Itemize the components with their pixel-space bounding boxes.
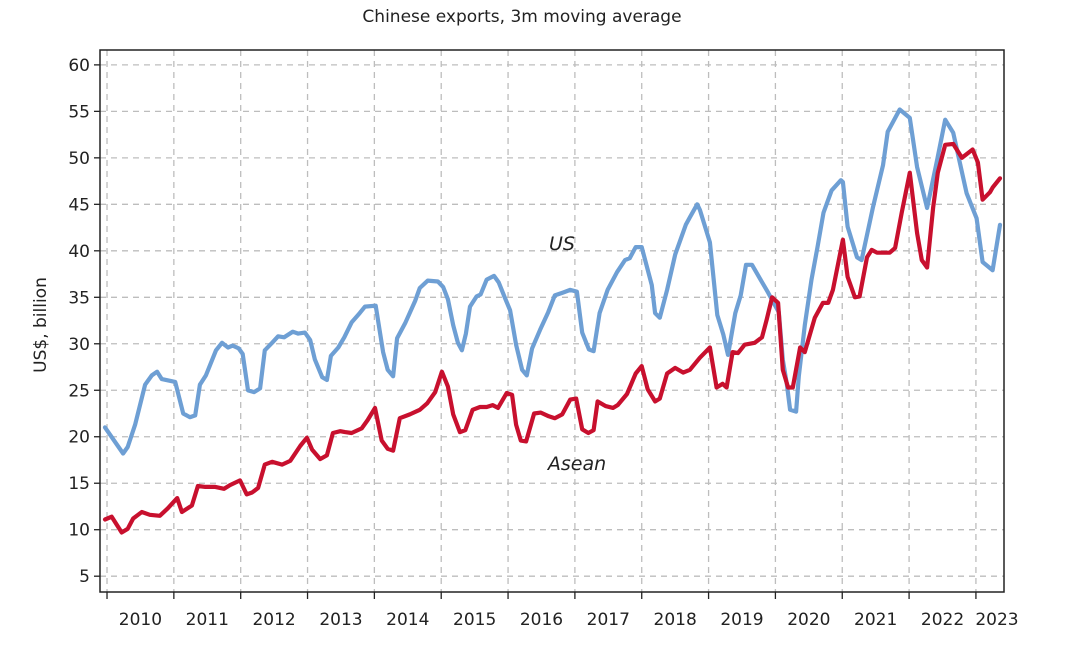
- x-tick-label: 2014: [386, 610, 429, 630]
- y-tick-label: 55: [68, 102, 90, 122]
- x-tick-label: 2018: [654, 610, 697, 630]
- plot-frame: [99, 49, 1005, 593]
- x-tick-label: 2021: [854, 610, 897, 630]
- y-tick-label: 50: [68, 149, 90, 169]
- series-line-us: [102, 107, 1003, 456]
- x-tick-label: 2016: [520, 610, 563, 630]
- x-tick-label: 2017: [587, 610, 630, 630]
- y-axis-label: US$, billion: [31, 277, 51, 373]
- y-tick-label: 20: [68, 428, 90, 448]
- x-tick-label: 2013: [319, 610, 362, 630]
- x-tick-label: 2022: [921, 610, 964, 630]
- y-tick-label: 45: [68, 195, 90, 215]
- series-label-us: US: [549, 233, 575, 255]
- x-tick-label: 2012: [252, 610, 295, 630]
- x-tick-label: 2019: [720, 610, 763, 630]
- series-label-asean: Asean: [546, 453, 606, 475]
- y-tick-label: 40: [68, 242, 90, 262]
- y-tick-label: 35: [68, 288, 90, 308]
- y-tick-label: 15: [68, 474, 90, 494]
- axes: 5 10 15 20 25 30 35 40 45 50 55 60 2010 2011 2012 2013 2…: [68, 56, 1018, 630]
- x-tick-label: 2015: [453, 610, 496, 630]
- y-tick-label: 25: [68, 381, 90, 401]
- x-tick-label: 2020: [787, 610, 830, 630]
- y-tick-label: 30: [68, 335, 90, 355]
- chart-title: Chinese exports, 3m moving average: [362, 7, 681, 27]
- gridlines: [100, 50, 1004, 592]
- y-tick-label: 10: [68, 521, 90, 541]
- x-tick-label: 2010: [119, 610, 162, 630]
- y-tick-label: 5: [79, 567, 90, 587]
- x-tick-label: 2023: [975, 610, 1018, 630]
- series-line-asean: [102, 141, 1003, 535]
- y-tick-label: 60: [68, 56, 90, 76]
- x-tick-label: 2011: [186, 610, 229, 630]
- series-lines: [102, 107, 1003, 535]
